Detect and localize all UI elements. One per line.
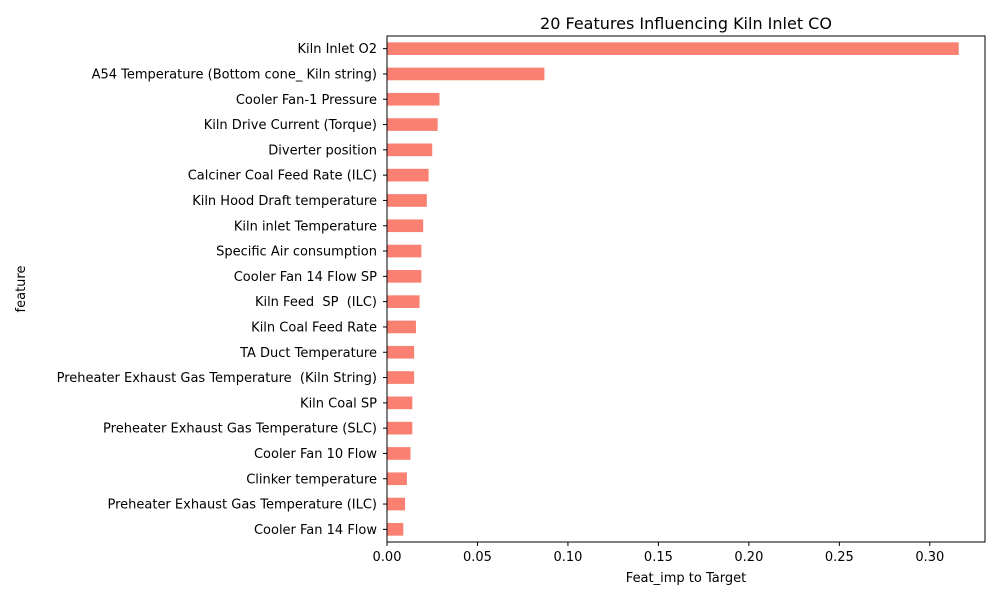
y-axis-label: feature [14,266,29,313]
y-tick-label: Kiln Drive Current (Torque) [204,118,377,133]
y-tick-label: Preheater Exhaust Gas Temperature (ILC) [107,498,377,513]
bar [387,168,429,182]
x-axis-label: Feat_imp to Target [626,571,746,586]
bar [387,219,424,233]
x-tick-label: 0.30 [915,550,944,565]
bars-group [387,42,959,536]
x-axis-ticks: 0.00 0.05 0.10 0.15 0.20 0.25 0.30 [373,542,944,565]
y-tick-label: Cooler Fan 14 Flow [254,523,377,538]
bar [387,143,433,157]
bar [387,523,404,536]
bar [387,194,427,207]
bar [387,447,411,460]
bar [387,320,416,334]
bar [387,295,420,308]
y-tick-label: A54 Temperature (Bottom cone_ Kiln strin… [92,67,377,82]
y-tick-label: Kiln Feed SP (ILC) [255,295,377,310]
x-tick-label: 0.05 [463,550,492,565]
x-tick-label: 0.25 [825,550,854,565]
x-tick-label: 0.10 [553,550,582,565]
bar [387,118,438,131]
y-tick-label: Kiln Coal SP [300,396,377,411]
y-tick-label: Cooler Fan 10 Flow [254,447,377,462]
y-tick-label: Cooler Fan-1 Pressure [236,93,377,108]
y-tick-label: Specific Air consumption [216,245,377,260]
y-tick-label: Clinker temperature [246,472,377,487]
x-tick-label: 0.15 [644,550,673,565]
y-tick-label: Preheater Exhaust Gas Temperature (Kiln … [57,371,377,386]
bar [387,371,415,384]
bar [387,472,407,486]
y-tick-label: Calciner Coal Feed Rate (ILC) [188,169,377,184]
bar [387,42,959,55]
bar [387,396,413,410]
x-tick-label: 0.20 [734,550,763,565]
bar [387,92,440,106]
plot-frame [386,35,986,543]
bar [387,67,545,81]
y-tick-label: Kiln Inlet O2 [297,42,377,57]
bar [387,497,406,511]
y-tick-label: Kiln Hood Draft temperature [192,194,377,209]
y-tick-label: TA Duct Temperature [239,346,377,361]
x-tick-label: 0.00 [373,550,402,565]
y-tick-label: Kiln Coal Feed Rate [251,320,377,335]
y-axis-ticks: Kiln Inlet O2 A54 Temperature (Bottom con… [57,42,387,538]
y-tick-label: Kiln inlet Temperature [234,219,377,234]
y-tick-label: Cooler Fan 14 Flow SP [234,270,377,285]
bar [387,244,422,258]
y-tick-label: Preheater Exhaust Gas Temperature (SLC) [103,422,377,437]
bar [387,421,413,435]
bar [387,345,415,359]
bar [387,270,422,283]
chart-title: 20 Features Influencing Kiln Inlet CO [540,14,832,33]
y-tick-label: Diverter position [268,143,377,158]
